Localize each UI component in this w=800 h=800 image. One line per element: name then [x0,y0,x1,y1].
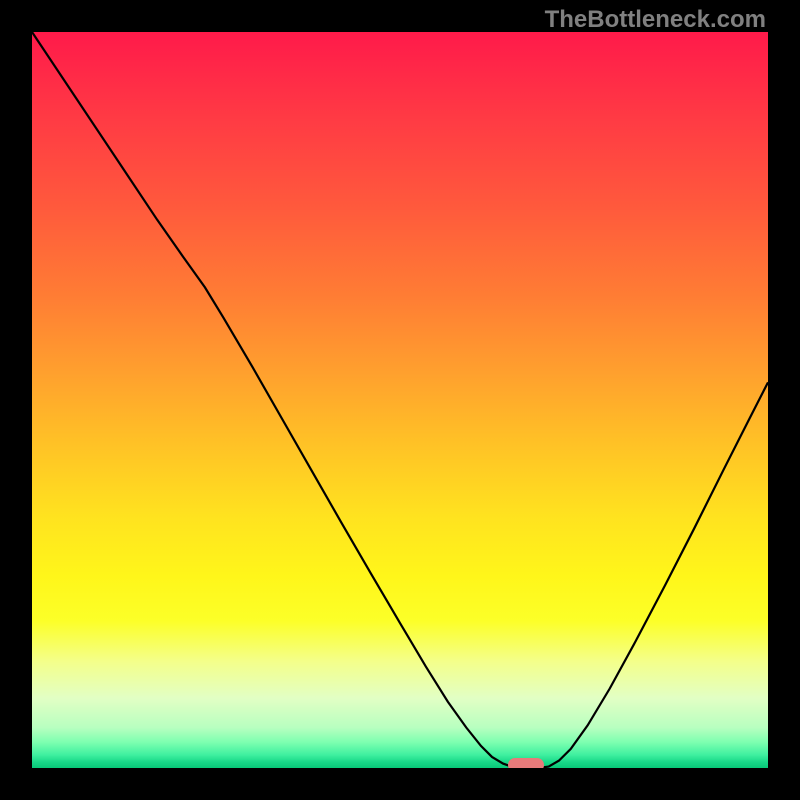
optimum-marker [508,758,544,768]
plot-area [32,32,768,768]
watermark-text: TheBottleneck.com [545,6,766,34]
bottleneck-curve [32,32,768,768]
curve-path [32,32,768,768]
